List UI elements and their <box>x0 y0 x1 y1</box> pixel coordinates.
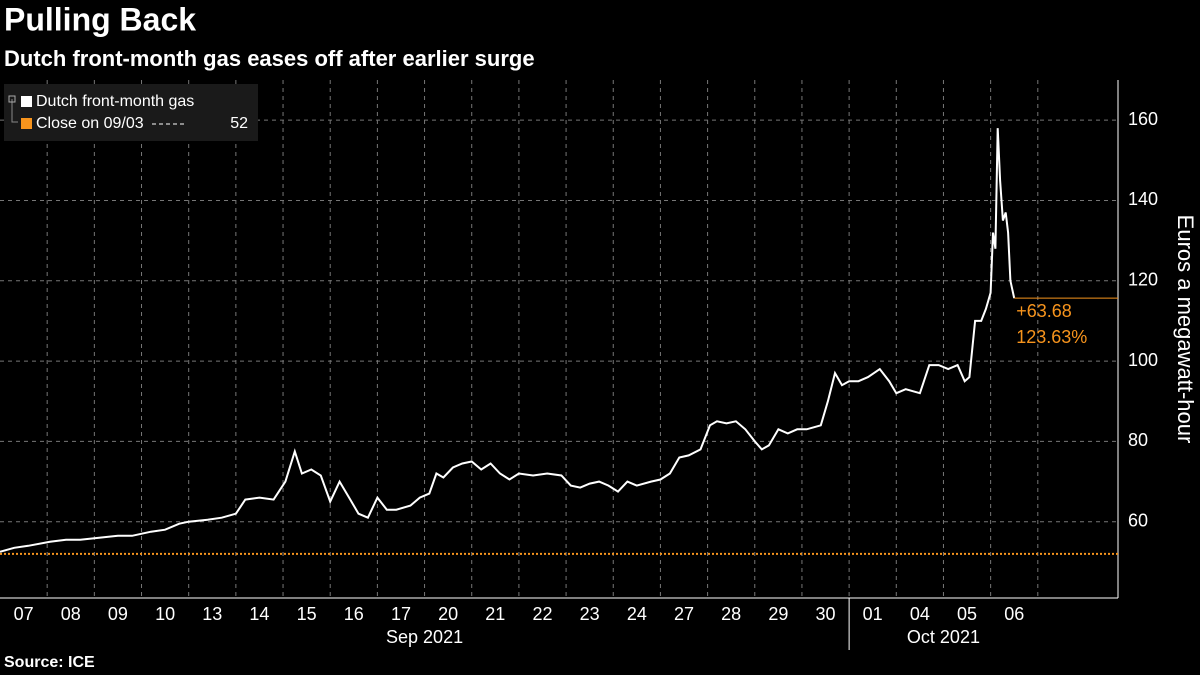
y-tick-label: 100 <box>1128 350 1158 370</box>
x-tick-label: 30 <box>816 604 836 624</box>
month-label: Oct 2021 <box>907 627 980 647</box>
legend-label: Close on 09/03 <box>36 115 144 132</box>
y-tick-label: 160 <box>1128 109 1158 129</box>
y-tick-label: 80 <box>1128 430 1148 450</box>
x-tick-label: 27 <box>674 604 694 624</box>
x-tick-label: 15 <box>297 604 317 624</box>
x-tick-label: 09 <box>108 604 128 624</box>
x-tick-label: 22 <box>532 604 552 624</box>
x-tick-label: 04 <box>910 604 930 624</box>
legend-swatch <box>21 96 32 107</box>
y-tick-label: 120 <box>1128 270 1158 290</box>
chart-subtitle: Dutch front-month gas eases off after ea… <box>4 46 535 71</box>
legend-tree <box>11 99 18 123</box>
legend-toggle <box>8 95 16 103</box>
x-tick-label: 28 <box>721 604 741 624</box>
month-label: Sep 2021 <box>386 627 463 647</box>
x-tick-label: 17 <box>391 604 411 624</box>
x-tick-label: 29 <box>768 604 788 624</box>
x-tick-label: 05 <box>957 604 977 624</box>
source: Source: ICE <box>4 654 95 671</box>
legend-box <box>4 84 258 141</box>
y-axis-label: Euros a megawatt-hour <box>1173 215 1198 444</box>
y-tick-label: 60 <box>1128 510 1148 530</box>
legend-value: 52 <box>230 115 248 132</box>
x-tick-label: 01 <box>863 604 883 624</box>
x-tick-label: 14 <box>249 604 269 624</box>
annotation: 123.63% <box>1016 327 1087 347</box>
x-tick-label: 06 <box>1004 604 1024 624</box>
x-tick-label: 16 <box>344 604 364 624</box>
legend-label: Dutch front-month gas <box>36 93 194 110</box>
chart-title: Pulling Back <box>4 1 196 37</box>
x-tick-label: 13 <box>202 604 222 624</box>
x-tick-label: 21 <box>485 604 505 624</box>
x-tick-label: 23 <box>580 604 600 624</box>
x-tick-label: 07 <box>14 604 34 624</box>
x-tick-label: 10 <box>155 604 175 624</box>
line <box>0 128 1016 553</box>
x-tick-label: 20 <box>438 604 458 624</box>
x-tick-label: 24 <box>627 604 647 624</box>
x-tick-label: 08 <box>61 604 81 624</box>
legend-swatch <box>21 118 32 129</box>
annotation: +63.68 <box>1016 301 1072 321</box>
y-tick-label: 140 <box>1128 189 1158 209</box>
